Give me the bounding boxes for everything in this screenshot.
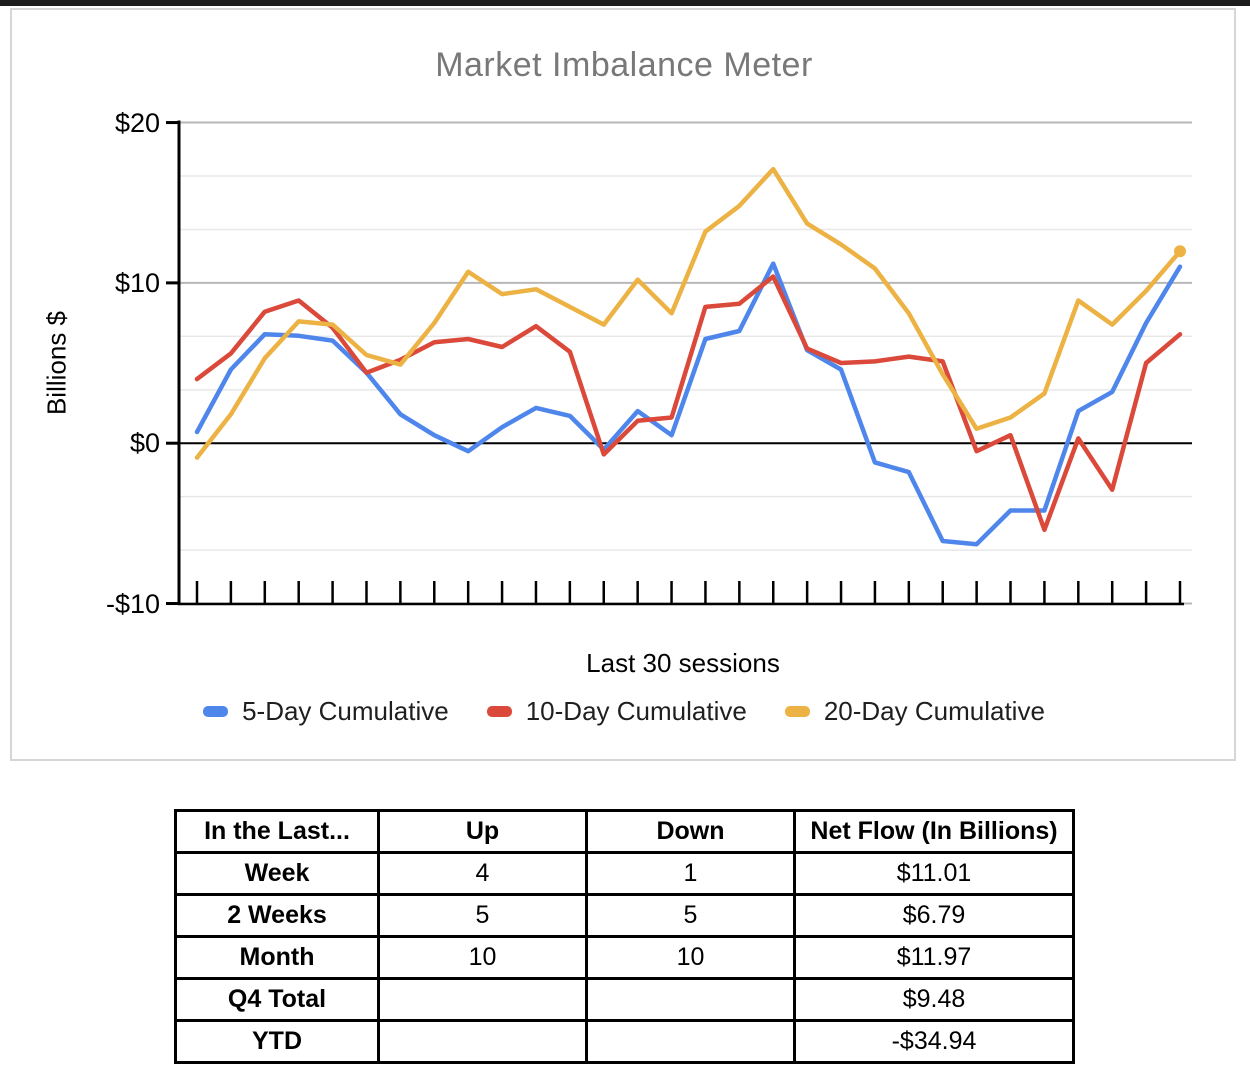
cell-2weeks-up[interactable]: 5 [377,893,588,938]
cell-q4total-netflow[interactable]: $9.48 [793,977,1075,1022]
cell-ytd-label[interactable]: YTD [174,1019,380,1064]
table-row: YTD -$34.94 [174,1019,1075,1064]
y-tick-label-20: $20 [114,108,160,138]
summary-table: In the Last... Up Down Net Flow (In Bill… [174,809,1075,1064]
y-tick-label-neg10: -$10 [105,589,160,619]
cell-week-up[interactable]: 4 [377,851,588,896]
legend-item-20-day: 20-Day Cumulative [784,696,1045,727]
cell-month-netflow[interactable]: $11.97 [793,935,1075,980]
legend-item-5-day: 5-Day Cumulative [203,696,449,727]
cell-2weeks-down[interactable]: 5 [585,893,796,938]
table-row: Week 4 1 $11.01 [174,851,1075,896]
legend-item-10-day: 10-Day Cumulative [486,696,747,727]
legend-swatch-5-day-icon [203,706,229,717]
top-window-strip [0,0,1250,6]
cell-month-down[interactable]: 10 [585,935,796,980]
legend-label-5-day: 5-Day Cumulative [242,696,449,726]
header-in-the-last[interactable]: In the Last... [174,809,380,854]
cell-ytd-up[interactable] [377,1019,588,1064]
series-line-20-day-cumulative [194,166,1183,460]
table-row: 2 Weeks 5 5 $6.79 [174,893,1075,938]
legend-label-20-day: 20-Day Cumulative [823,696,1045,726]
table-header-row: In the Last... Up Down Net Flow (In Bill… [174,809,1075,854]
cell-month-label[interactable]: Month [174,935,380,980]
header-net-flow[interactable]: Net Flow (In Billions) [793,809,1075,854]
series-end-dot [1174,245,1186,258]
legend-swatch-10-day-icon [486,706,512,717]
cell-q4total-up[interactable] [377,977,588,1022]
chart-canvas [166,120,1192,606]
cell-week-netflow[interactable]: $11.01 [793,851,1075,896]
chart-card[interactable] [10,8,1236,761]
cell-week-label[interactable]: Week [174,851,380,896]
series-line-10-day-cumulative [194,274,1183,533]
legend-label-10-day: 10-Day Cumulative [525,696,747,726]
cell-week-down[interactable]: 1 [585,851,796,896]
legend-swatch-20-day-icon [784,706,810,717]
y-tick-label-10: $10 [114,268,160,298]
cell-month-up[interactable]: 10 [377,935,588,980]
cell-q4total-label[interactable]: Q4 Total [174,977,380,1022]
table-row: Q4 Total $9.48 [174,977,1075,1022]
x-axis-title: Last 30 sessions [586,648,780,678]
header-up[interactable]: Up [377,809,588,854]
chart-legend: 5-Day Cumulative 10-Day Cumulative 20-Da… [10,696,1238,727]
table-row: Month 10 10 $11.97 [174,935,1075,980]
header-down[interactable]: Down [585,809,796,854]
cell-ytd-netflow[interactable]: -$34.94 [793,1019,1075,1064]
cell-ytd-down[interactable] [585,1019,796,1064]
y-tick-label-0: $0 [129,428,160,458]
cell-2weeks-label[interactable]: 2 Weeks [174,893,380,938]
cell-2weeks-netflow[interactable]: $6.79 [793,893,1075,938]
chart-title: Market Imbalance Meter [435,46,813,84]
cell-q4total-down[interactable] [585,977,796,1022]
